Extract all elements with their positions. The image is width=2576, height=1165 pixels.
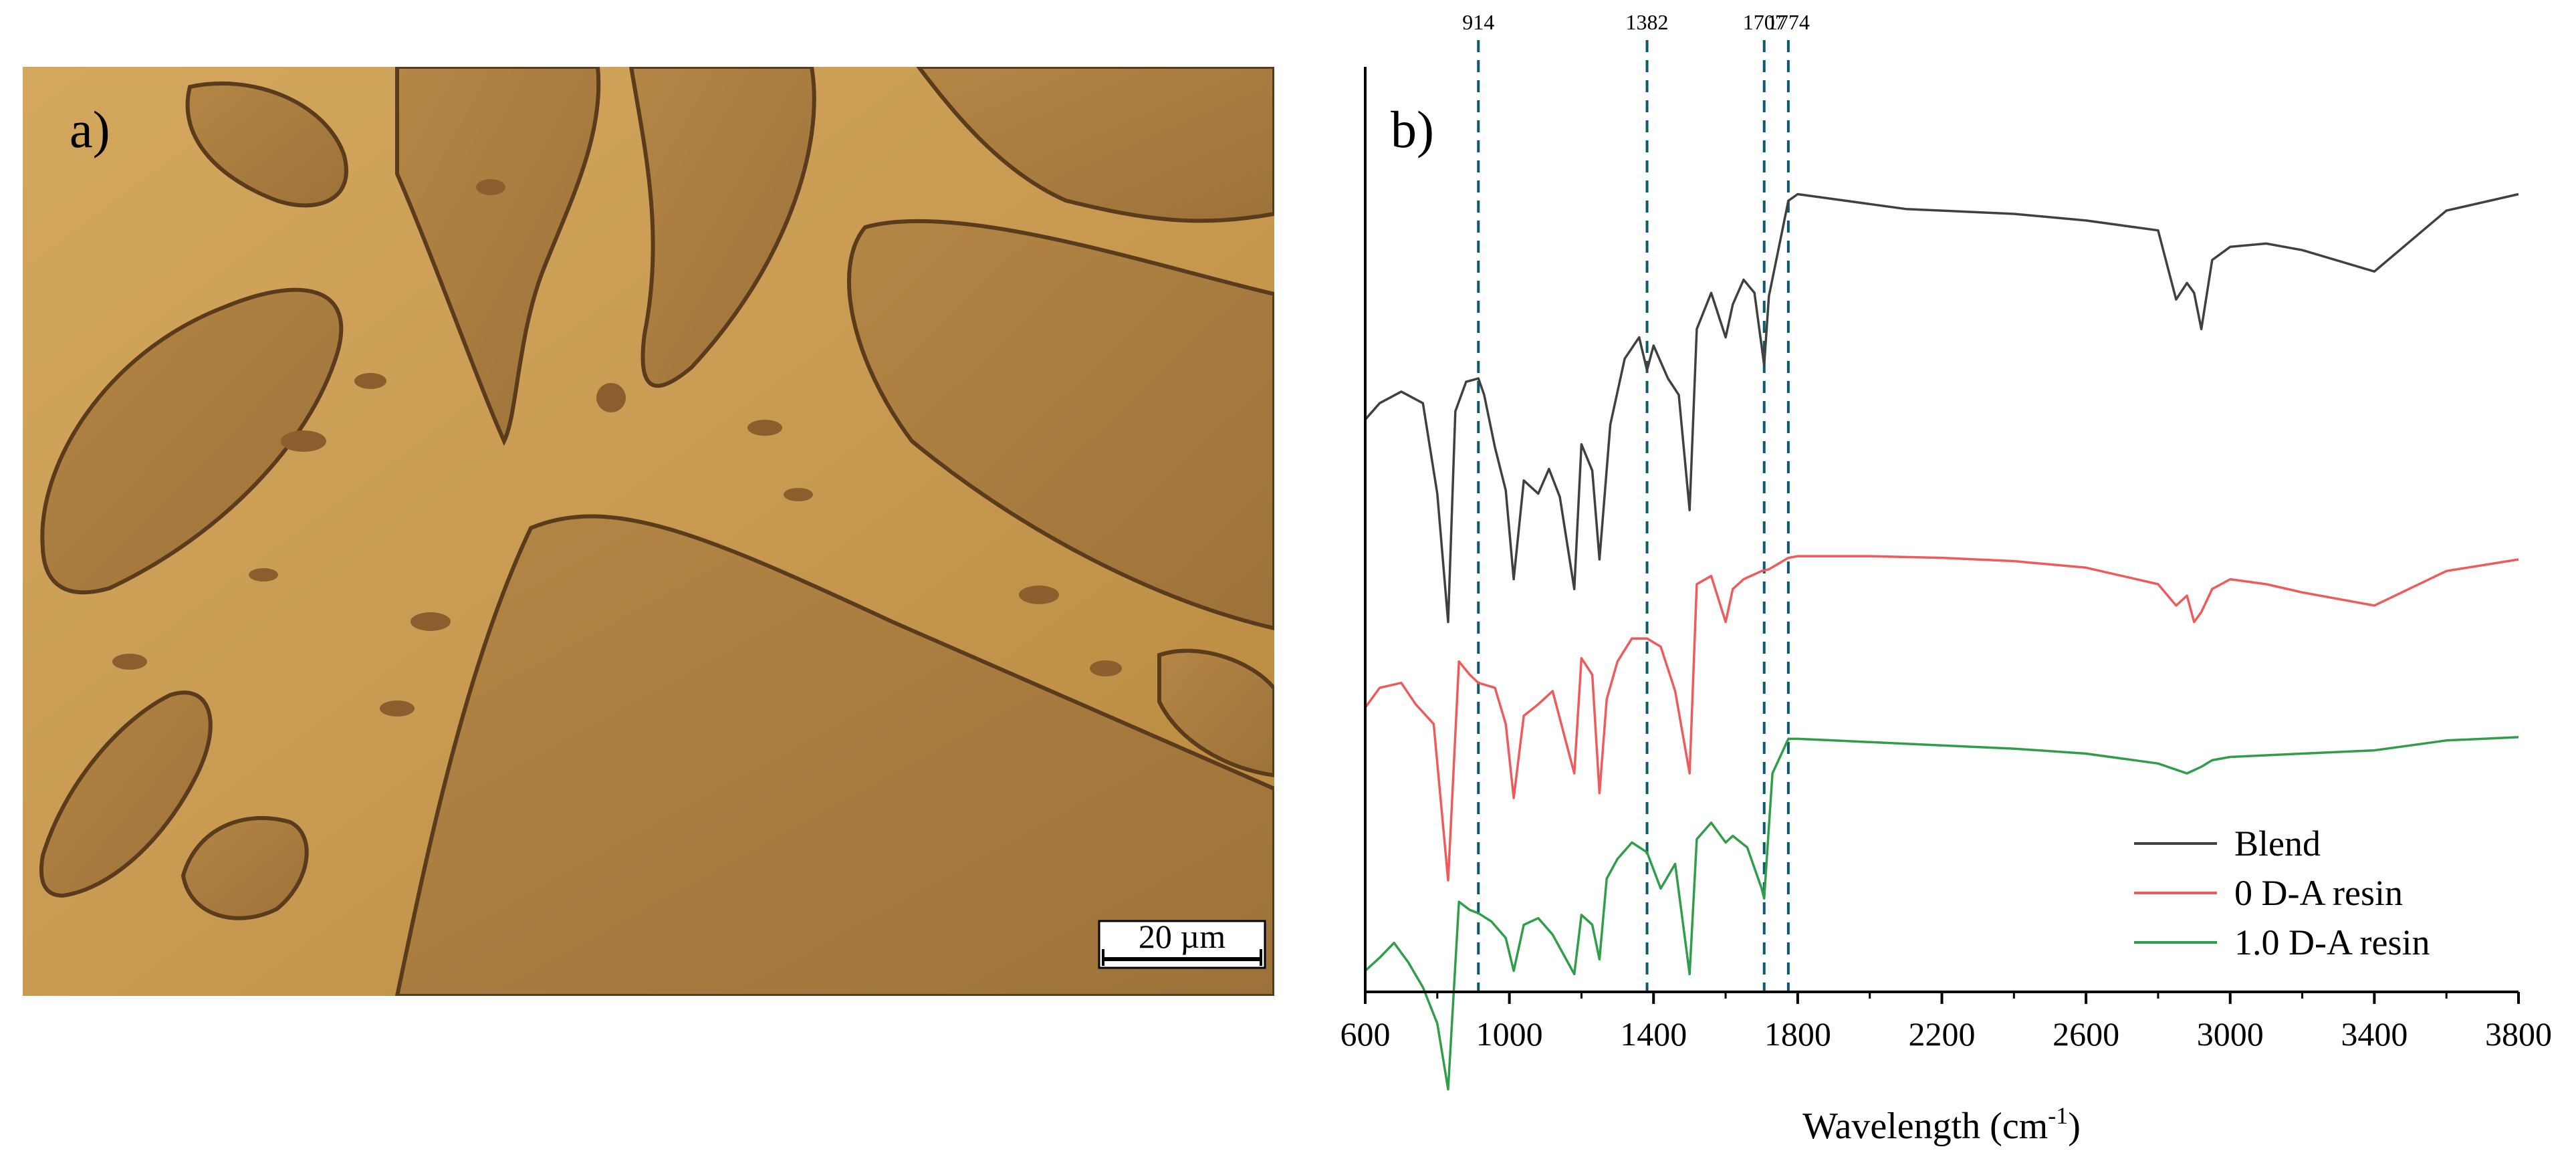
reference-line-label: 914 (1462, 10, 1494, 34)
reference-line-label: 1774 (1767, 10, 1810, 34)
reference-line-label: 1382 (1626, 10, 1669, 34)
reference-line-label: 1707 (1743, 10, 1786, 34)
micrograph-image: a) 20 µm (23, 67, 1274, 996)
x-tick-label: 2200 (1909, 1015, 1976, 1053)
x-tick-label: 1000 (1476, 1015, 1543, 1053)
x-tick-label: 3800 (2485, 1015, 2552, 1053)
micrograph-specks (112, 179, 1122, 717)
legend: Blend 0 D-A resin 1.0 D-A resin (2134, 823, 2430, 962)
chart-panel-label: b) (1391, 100, 1434, 158)
x-tick-label: 600 (1340, 1015, 1391, 1053)
legend-label: Blend (2234, 823, 2321, 864)
series-line-0-d-a-resin (1364, 555, 2519, 882)
legend-label: 0 D-A resin (2234, 873, 2403, 913)
x-tick-label: 3000 (2197, 1015, 2264, 1053)
series-lines (1364, 192, 2519, 1091)
x-tick-label: 3400 (2341, 1015, 2408, 1053)
x-tick-label: 1800 (1764, 1015, 1831, 1053)
micrograph-panel-label: a) (70, 100, 110, 158)
scale-bar-label: 20 µm (1139, 918, 1225, 955)
legend-label: 1.0 D-A resin (2234, 922, 2430, 962)
series-line-blend (1364, 192, 2519, 624)
micrograph-domains (39, 67, 1274, 996)
x-axis-ticks: 600 1000 1400 1800 2200 2600 3000 3400 3800 (1340, 992, 2552, 1053)
x-tick-label: 1400 (1620, 1015, 1687, 1053)
series-line-1-0-d-a-resin (1364, 736, 2519, 1091)
x-axis-title: Wavelength (cm-1) (1802, 1102, 2081, 1147)
x-tick-label: 2600 (2053, 1015, 2119, 1053)
